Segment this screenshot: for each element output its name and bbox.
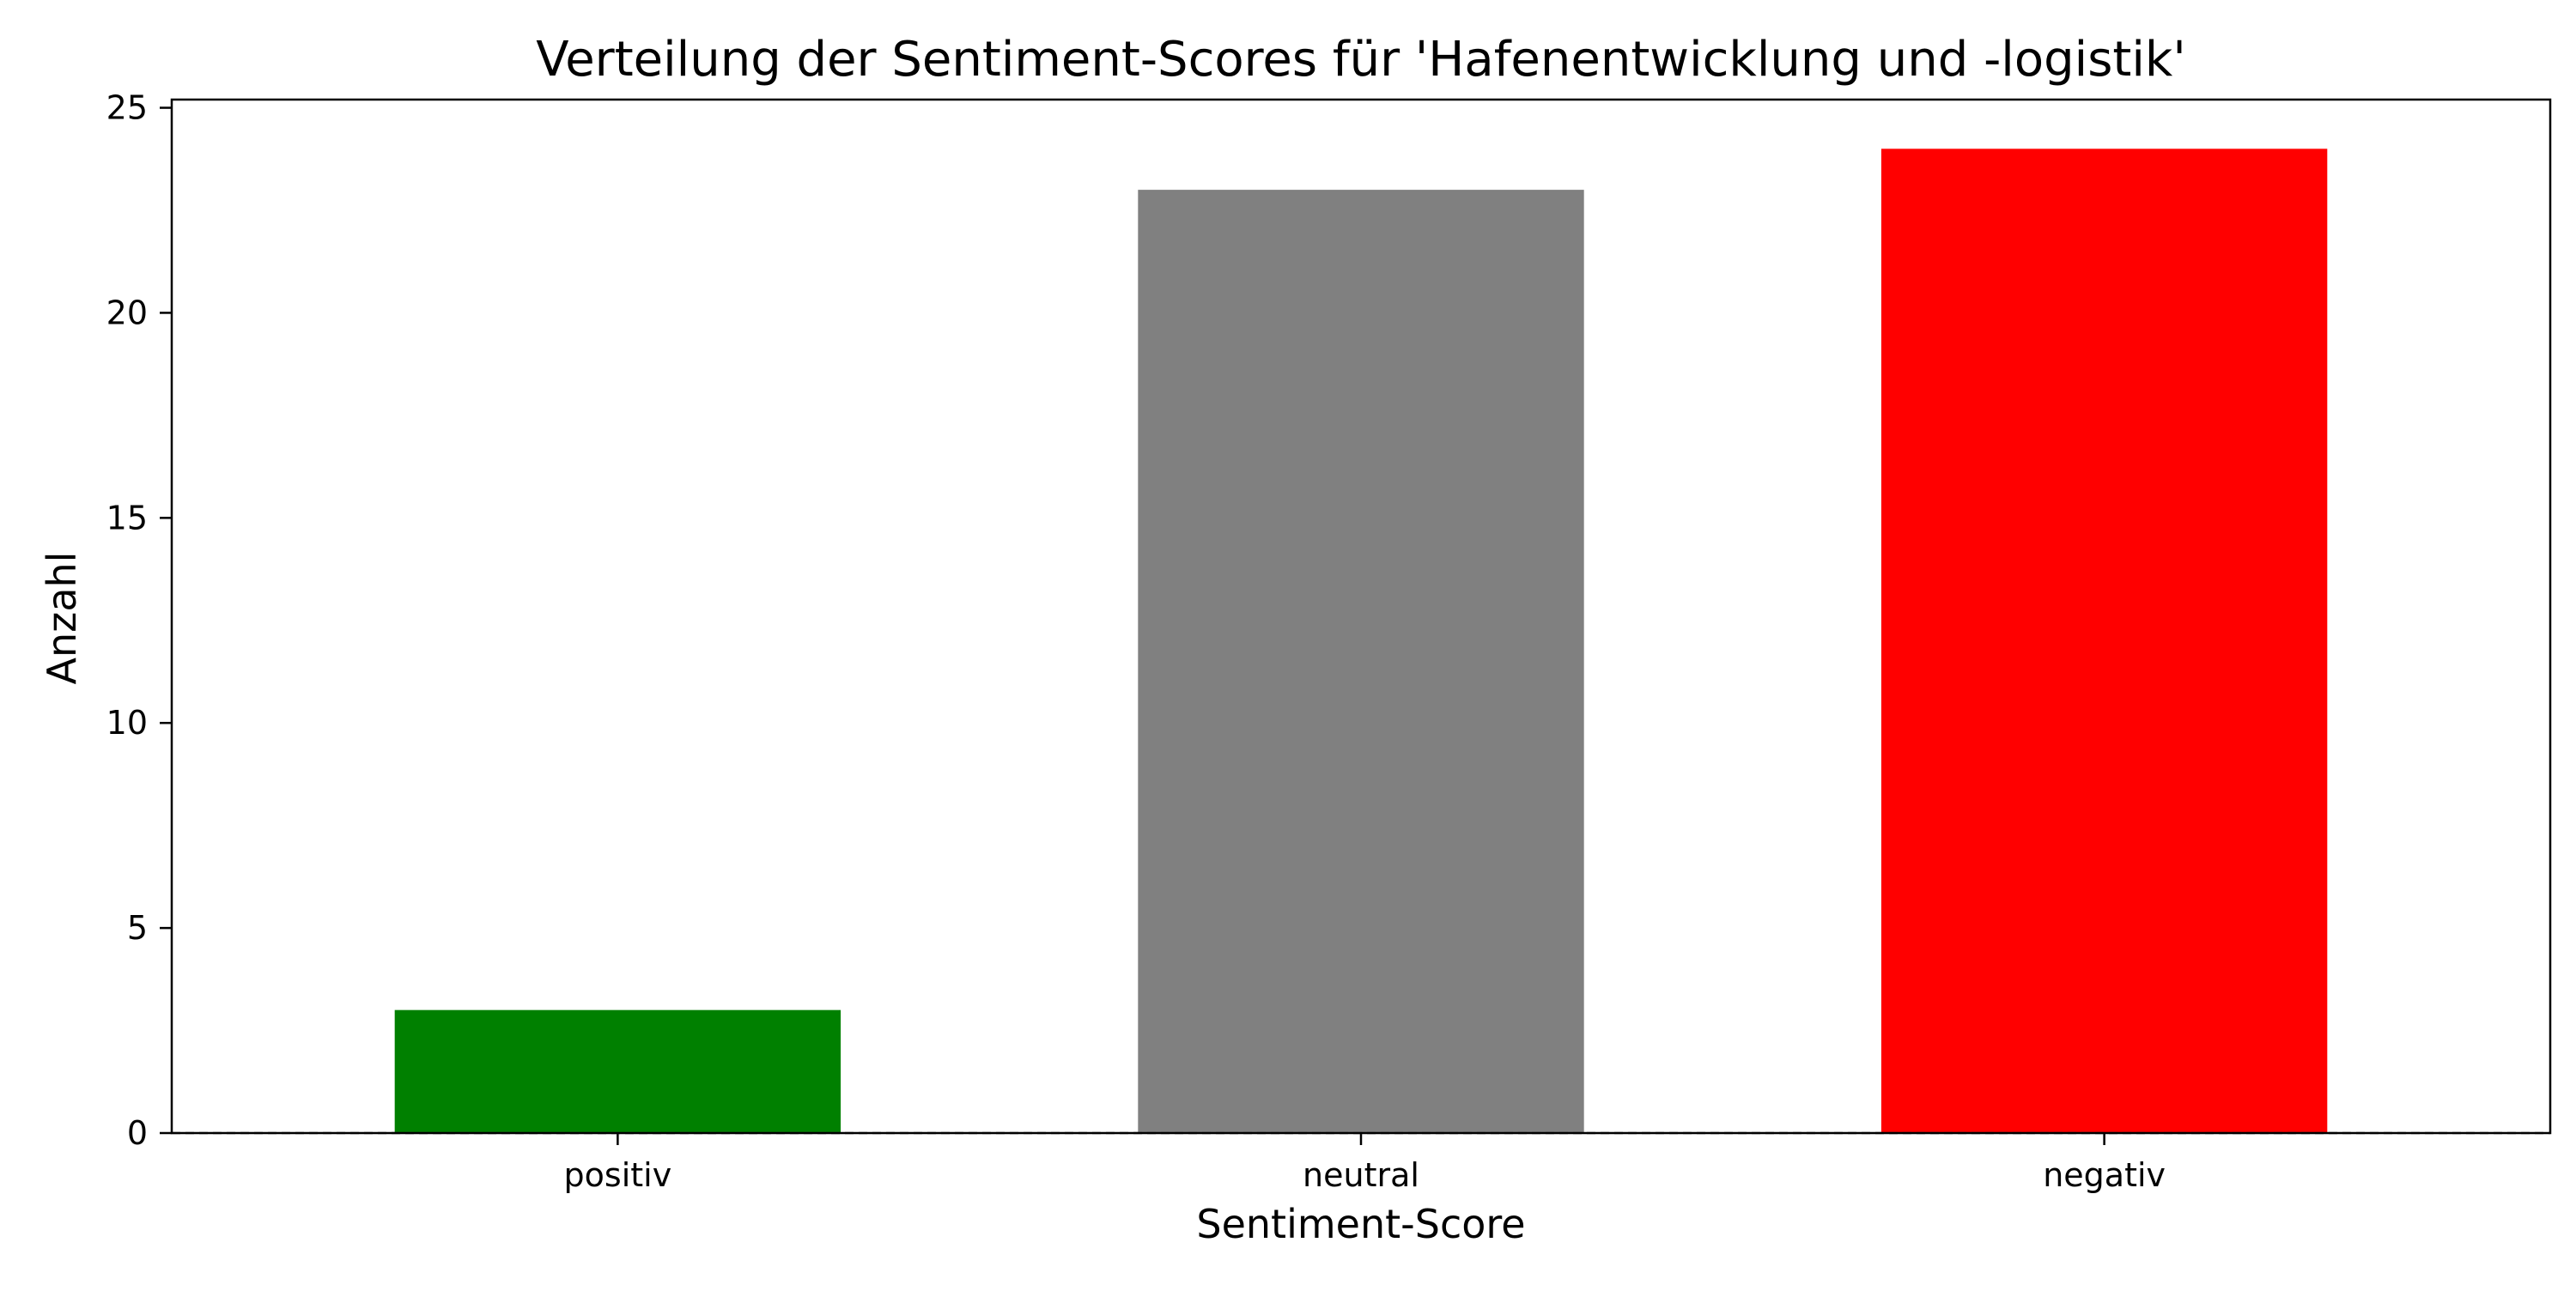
x-tick-label-negativ: negativ [2043,1156,2166,1194]
chart-title: Verteilung der Sentiment-Scores für 'Haf… [536,32,2185,88]
x-tick-label-neutral: neutral [1303,1156,1419,1194]
x-axis-label: Sentiment-Score [1196,1201,1525,1247]
bar-positiv [394,1009,841,1133]
x-tick-label-positiv: positiv [564,1156,672,1194]
y-tick-label-10: 10 [106,704,148,742]
bars [394,148,2328,1134]
y-tick-label-15: 15 [106,499,148,536]
plot-area-frame [170,98,2552,1135]
y-tick-label-0: 0 [127,1114,148,1152]
bar-negativ [1880,148,2328,1133]
y-tick-label-25: 25 [106,89,148,127]
bar-neutral [1138,190,1584,1134]
y-tick-label-5: 5 [127,909,148,947]
y-axis-ticks: 0 5 10 15 20 25 [106,89,172,1152]
y-tick-label-20: 20 [106,294,148,331]
y-axis-label: Anzahl [39,552,85,685]
x-axis-ticks: positiv neutral negativ [564,1133,2166,1194]
